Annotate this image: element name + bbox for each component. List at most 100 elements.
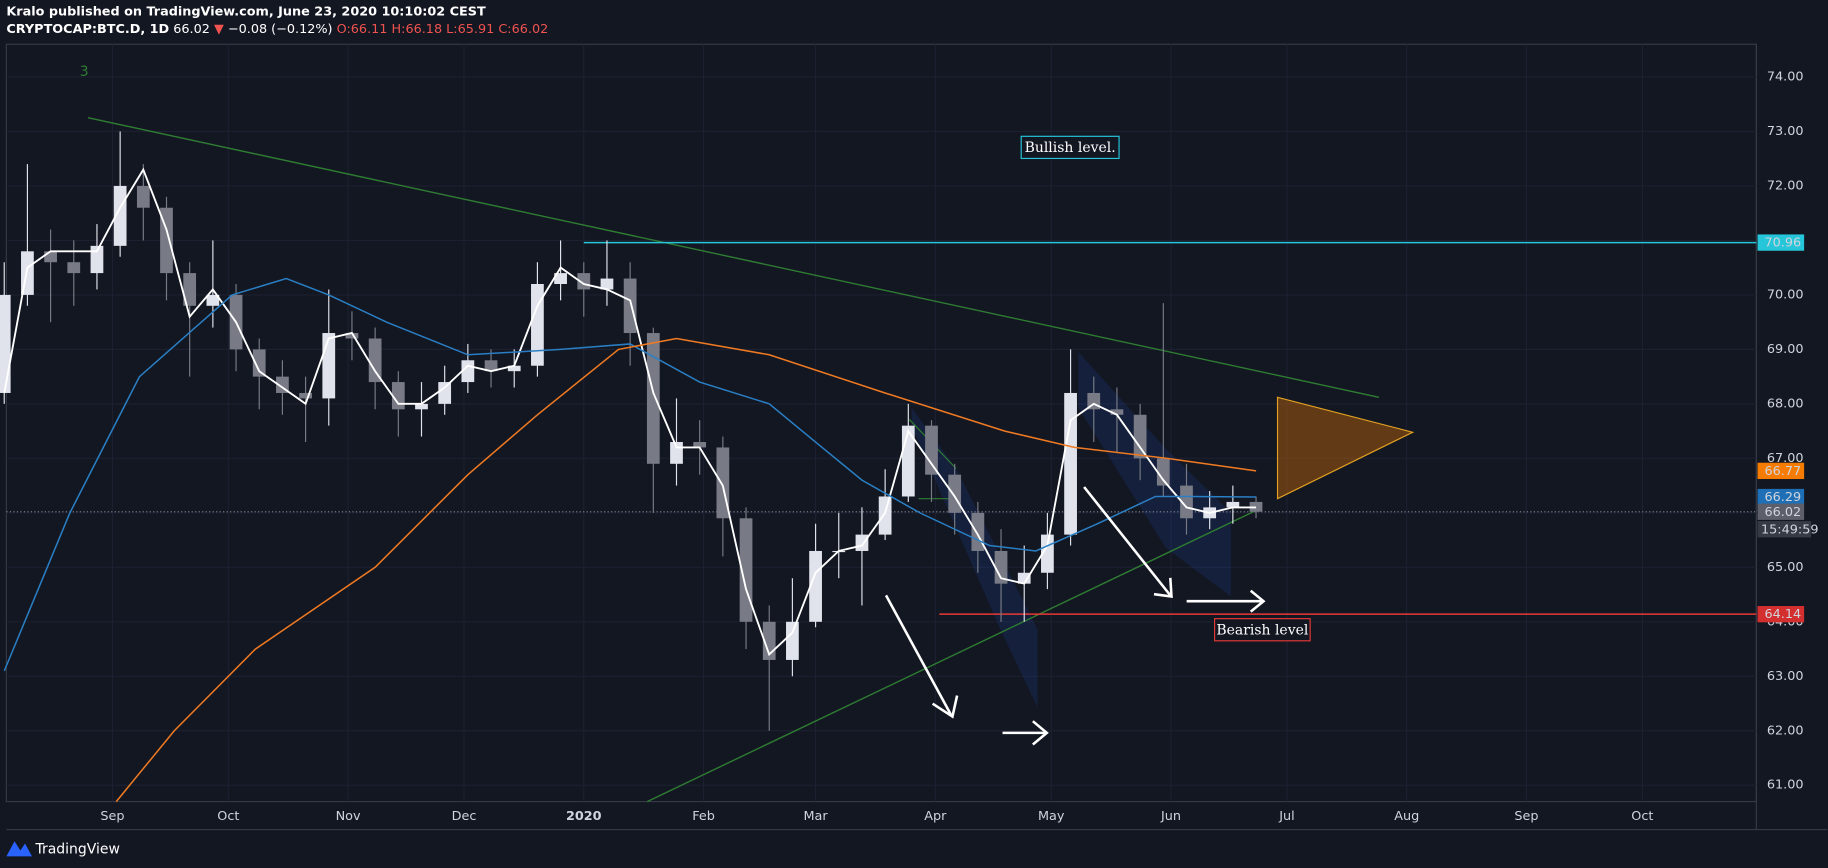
y-tick-label: 62.00 (1767, 723, 1804, 738)
x-tick-label: 2020 (566, 809, 602, 824)
y-tick-label: 61.00 (1767, 778, 1804, 793)
logo (6, 841, 33, 857)
x-tick-label: Mar (804, 809, 829, 824)
candle-body (67, 262, 81, 274)
ohlc-label: C: (498, 22, 511, 37)
x-tick-label: Aug (1394, 809, 1419, 824)
candle-body (90, 245, 104, 274)
change: −0.08 (−0.12%) (228, 22, 333, 37)
candle-body (322, 333, 336, 399)
x-tick-label: Sep (100, 809, 124, 824)
candle-body (554, 273, 567, 284)
triangle (1276, 396, 1415, 500)
candle-body (1133, 414, 1147, 459)
ohlc-value: 66.02 (512, 22, 549, 37)
ohlc-value: 66.18 (405, 22, 442, 37)
candle-body (1064, 392, 1077, 535)
y-tick-label: 65.00 (1767, 560, 1804, 575)
candle-body (948, 474, 962, 513)
header-line: Kralo published on TradingView.com, June… (6, 4, 486, 19)
candle-body (44, 251, 57, 263)
channel (911, 407, 1038, 708)
candle-body (183, 273, 197, 306)
price-label: 70.96 (1765, 236, 1802, 251)
candle-body (438, 382, 452, 404)
candle-body (971, 512, 985, 551)
candle-body (623, 278, 637, 334)
price-label: 64.14 (1765, 607, 1802, 622)
arrow-head (931, 695, 959, 719)
trendline (646, 508, 1260, 803)
candle-body (1110, 409, 1124, 415)
candle-body (1226, 501, 1240, 508)
candle-body (299, 392, 312, 399)
arrow-head (1032, 720, 1049, 746)
y-tick-label: 63.00 (1767, 669, 1804, 684)
candle-body (0, 294, 11, 393)
arrow (1083, 486, 1172, 597)
x-tick-label: Nov (336, 809, 361, 824)
y-tick-label: 70.00 (1767, 287, 1804, 302)
candle-body (368, 338, 382, 383)
candle-body (252, 349, 266, 377)
x-tick-label: Oct (1631, 809, 1653, 824)
ohlc-label: O: (337, 22, 351, 37)
y-tick-label: 73.00 (1767, 124, 1804, 139)
x-tick-label: Oct (217, 809, 239, 824)
last: 66.02 (173, 22, 210, 37)
author: Kralo published on TradingView.com, June… (6, 4, 486, 19)
candle-body (994, 550, 1008, 584)
y-tick-label: 67.00 (1767, 451, 1804, 466)
moving-average (115, 337, 1257, 803)
y-tick-label: 74.00 (1767, 69, 1804, 84)
candle-body (206, 294, 220, 306)
x-tick-label: Jun (1160, 809, 1181, 824)
x-tick-label: Sep (1514, 809, 1538, 824)
candle-body (878, 496, 892, 535)
annotation: Bearish level (1216, 622, 1309, 638)
x-tick-label: Feb (692, 809, 715, 824)
candle-body (160, 207, 173, 274)
down-arrow: ▼ (214, 22, 224, 37)
ohlc-label: L: (446, 22, 457, 37)
candle-body (600, 278, 614, 290)
price-label: 66.29 (1765, 490, 1802, 505)
symbol-line: CRYPTOCAP:BTC.D, 1D 66.02 ▼ −0.08 (−0.12… (6, 22, 548, 37)
countdown-bg (1757, 521, 1812, 538)
candle-body (136, 185, 150, 208)
ohlc-label: H: (392, 22, 406, 37)
symbol: CRYPTOCAP:BTC.D, 1D (6, 22, 169, 37)
axis: 61.0062.0063.0064.0065.0066.0067.0068.00… (100, 69, 1818, 824)
candle-body (1156, 458, 1170, 486)
countdown: 15:49:59 (1761, 522, 1818, 537)
price-label-bg (1757, 234, 1805, 251)
wave-label: 3 (80, 64, 89, 80)
arrows (884, 486, 1266, 746)
moving-average (3, 167, 1257, 657)
candle-body (786, 621, 799, 660)
brand[interactable]: TradingView (35, 841, 120, 857)
x-tick-label: Apr (924, 809, 947, 824)
annotation: Bullish level. (1025, 140, 1116, 156)
price-label-bg (1757, 462, 1805, 480)
candle-body (391, 382, 405, 410)
price-label-bg (1757, 606, 1805, 623)
ohlc-value: 65.91 (458, 22, 495, 37)
ohlc-value: 66.11 (351, 22, 388, 37)
price-label: 66.02 (1765, 505, 1802, 520)
arrow-head (1249, 589, 1266, 613)
annotation-box (1214, 618, 1311, 642)
candle-body (415, 403, 428, 410)
arrow-head (1153, 577, 1173, 599)
candle-body (925, 425, 938, 475)
moving-average (3, 277, 1257, 672)
price-label: 66.77 (1765, 464, 1802, 479)
candle-body (345, 333, 359, 339)
grid (6, 44, 1757, 802)
annotation-box (1020, 135, 1120, 160)
price-label-bg (1757, 503, 1805, 520)
candle-body (1180, 485, 1193, 519)
y-tick-label: 72.00 (1767, 178, 1804, 193)
candle-body (1017, 572, 1031, 584)
marks (0, 131, 1757, 803)
